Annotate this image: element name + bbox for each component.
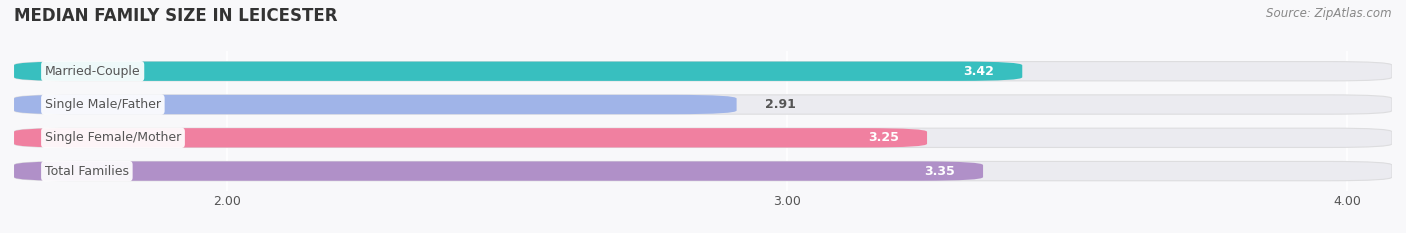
Text: Single Female/Mother: Single Female/Mother — [45, 131, 181, 144]
Text: Single Male/Father: Single Male/Father — [45, 98, 160, 111]
Text: 3.42: 3.42 — [963, 65, 994, 78]
Text: Married-Couple: Married-Couple — [45, 65, 141, 78]
FancyBboxPatch shape — [14, 161, 1392, 181]
FancyBboxPatch shape — [14, 95, 737, 114]
Text: Source: ZipAtlas.com: Source: ZipAtlas.com — [1267, 7, 1392, 20]
Text: 3.25: 3.25 — [868, 131, 898, 144]
Text: 3.35: 3.35 — [924, 164, 955, 178]
FancyBboxPatch shape — [14, 128, 927, 147]
FancyBboxPatch shape — [14, 161, 983, 181]
FancyBboxPatch shape — [14, 95, 1392, 114]
Text: MEDIAN FAMILY SIZE IN LEICESTER: MEDIAN FAMILY SIZE IN LEICESTER — [14, 7, 337, 25]
FancyBboxPatch shape — [14, 128, 1392, 147]
FancyBboxPatch shape — [14, 62, 1022, 81]
Text: 2.91: 2.91 — [765, 98, 796, 111]
Text: Total Families: Total Families — [45, 164, 129, 178]
FancyBboxPatch shape — [14, 62, 1392, 81]
